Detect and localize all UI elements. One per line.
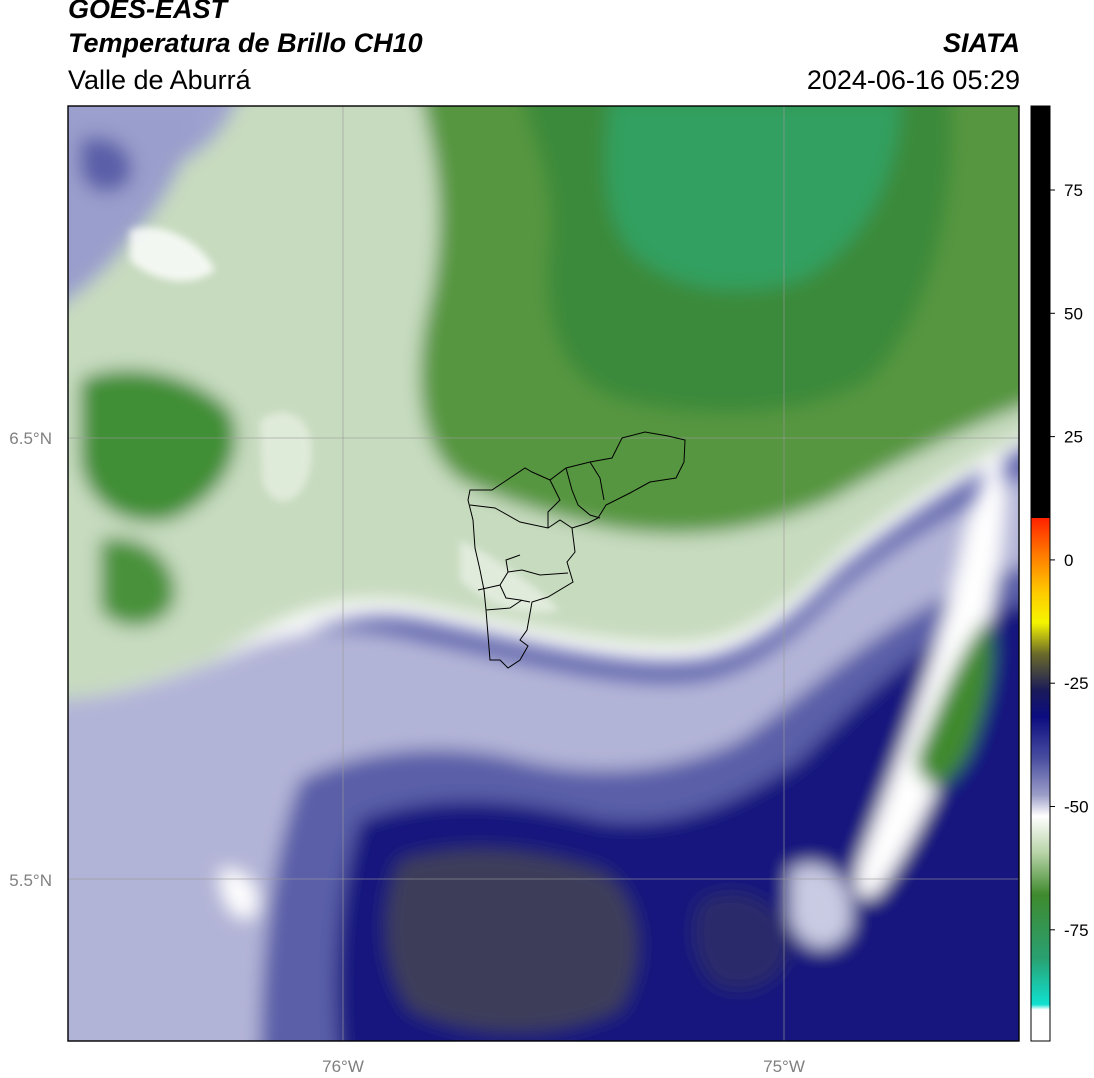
colorbar-tick-label: 25 xyxy=(1064,428,1083,447)
colorbar-tick-label: -75 xyxy=(1064,921,1089,940)
colorbar: 75 50 25 0 -25 -50 -75 xyxy=(1030,105,1089,1042)
timestamp-label: 2024-06-16 05:29 xyxy=(806,65,1020,95)
colorbar-tick-label: 0 xyxy=(1064,551,1073,570)
map-frame xyxy=(67,105,1020,1042)
satellite-title: GOES-EAST xyxy=(68,0,228,24)
lon-label-76: 76°W xyxy=(322,1057,364,1076)
lat-label-6.5: 6.5°N xyxy=(9,429,52,448)
colorbar-black-segment xyxy=(1031,106,1050,518)
lat-label-5.5: 5.5°N xyxy=(9,871,52,890)
brightness-temperature-field xyxy=(68,106,1019,1041)
colorbar-frame xyxy=(1030,105,1051,1042)
colorbar-tick-label: -25 xyxy=(1064,674,1089,693)
colorbar-tick-label: 50 xyxy=(1064,304,1083,323)
colorbar-gradient xyxy=(1031,518,1050,1041)
region-subtitle: Valle de Aburrá xyxy=(68,65,251,95)
colorbar-tick-label: 75 xyxy=(1064,181,1083,200)
organization-label: SIATA xyxy=(943,28,1020,58)
colorbar-tick-label: -50 xyxy=(1064,798,1089,817)
lon-label-75: 75°W xyxy=(763,1057,805,1076)
municipal-boundaries xyxy=(467,431,686,669)
product-title: Temperatura de Brillo CH10 xyxy=(68,28,423,58)
